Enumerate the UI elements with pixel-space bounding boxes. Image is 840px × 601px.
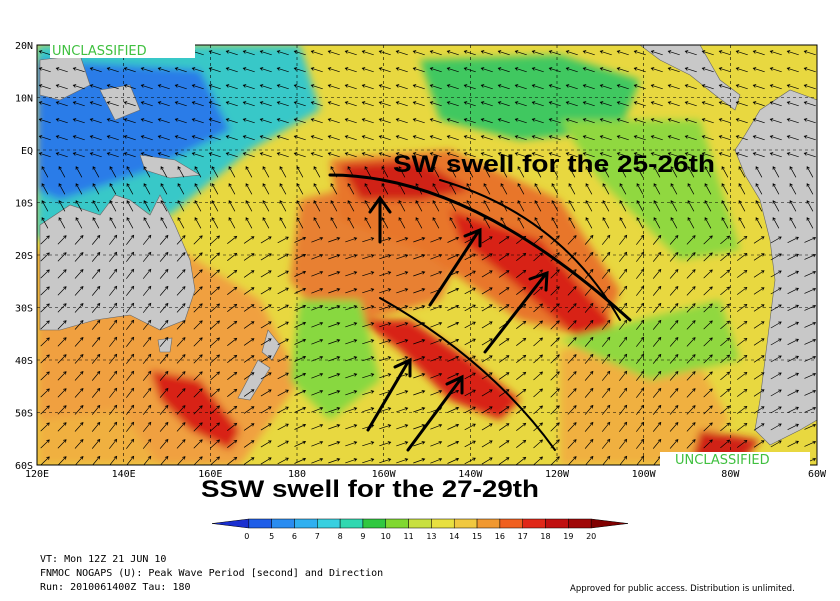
lon-label: 180 <box>288 469 306 480</box>
approval: Approved for public access. Distribution… <box>570 584 795 594</box>
legend-label: 13 <box>426 532 436 541</box>
legend-label: 6 <box>292 532 297 541</box>
run: Run: 2010061400Z Tau: 180 <box>40 582 191 593</box>
lon-label: 80W <box>721 469 740 480</box>
legend-swatch <box>431 518 455 529</box>
valid-time: VT: Mon 12Z 21 JUN 10 <box>40 554 166 565</box>
legend-label: 7 <box>315 532 320 541</box>
product: FNMOC NOGAPS (U): Peak Wave Period [seco… <box>40 568 383 579</box>
classification-box <box>50 44 195 58</box>
lat-label: 20N <box>15 41 33 52</box>
legend-label: 20 <box>586 532 596 541</box>
legend-swatch <box>408 518 432 529</box>
legend-label: 10 <box>381 532 391 541</box>
annotation: SSW swell for the 27-29th <box>201 476 539 503</box>
legend-swatch <box>568 518 592 529</box>
lon-label: 160W <box>372 469 397 480</box>
classification-box <box>660 452 810 466</box>
lon-label: 160E <box>198 469 222 480</box>
legend-swatch <box>499 518 523 529</box>
legend-swatch <box>545 518 569 529</box>
lat-label: 20S <box>15 251 33 262</box>
classification: UNCLASSIFIED <box>52 44 147 59</box>
lon-label: 120E <box>25 469 49 480</box>
land <box>39 45 817 446</box>
legend-label: 9 <box>360 532 365 541</box>
swell-annotations <box>328 173 632 452</box>
color-legend: 0 5 6 7 8 9 10 11 13 14 15 16 17 18 19 20 <box>211 518 629 541</box>
legend-swatch <box>248 518 272 529</box>
map-field <box>37 45 817 465</box>
lon-label: 140W <box>458 469 483 480</box>
legend-swatch <box>339 518 364 529</box>
classification: UNCLASSIFIED <box>675 453 770 468</box>
legend-swatch <box>362 518 387 529</box>
lat-label: 10S <box>15 199 33 210</box>
legend-label: 18 <box>540 532 550 541</box>
legend-swatch <box>590 518 629 529</box>
legend-swatch <box>385 518 409 529</box>
legend-label: 5 <box>269 532 274 541</box>
lon-label: 120W <box>545 469 570 480</box>
direction-arrows <box>38 50 817 465</box>
lon-label: 60W <box>808 469 827 480</box>
legend-swatch <box>294 518 318 529</box>
graticule <box>37 45 817 465</box>
legend-label: 19 <box>563 532 573 541</box>
legend-label: 16 <box>495 532 505 541</box>
lat-label: 60S <box>15 461 33 472</box>
legend-swatch <box>522 518 546 529</box>
legend-swatch <box>271 518 295 529</box>
lon-label: 100W <box>632 469 657 480</box>
annotation: SW swell for the 25-26th <box>393 151 715 178</box>
legend-label: 14 <box>449 532 459 541</box>
map-frame <box>36 44 818 466</box>
lon-label: 140E <box>112 469 136 480</box>
lat-label: EQ <box>21 146 33 157</box>
legend-label: 17 <box>518 532 528 541</box>
lat-label: 30S <box>15 304 33 315</box>
legend-swatch <box>211 518 250 529</box>
legend-swatch <box>317 518 341 529</box>
lat-label: 50S <box>15 409 33 420</box>
legend-label: 8 <box>338 532 343 541</box>
legend-label: 15 <box>472 532 482 541</box>
lat-label: 10N <box>15 94 33 105</box>
legend-swatch <box>476 518 501 529</box>
legend-swatch <box>453 518 478 529</box>
lat-label: 40S <box>15 356 33 367</box>
legend-label: 0 <box>244 532 249 541</box>
legend-label: 11 <box>403 532 413 541</box>
